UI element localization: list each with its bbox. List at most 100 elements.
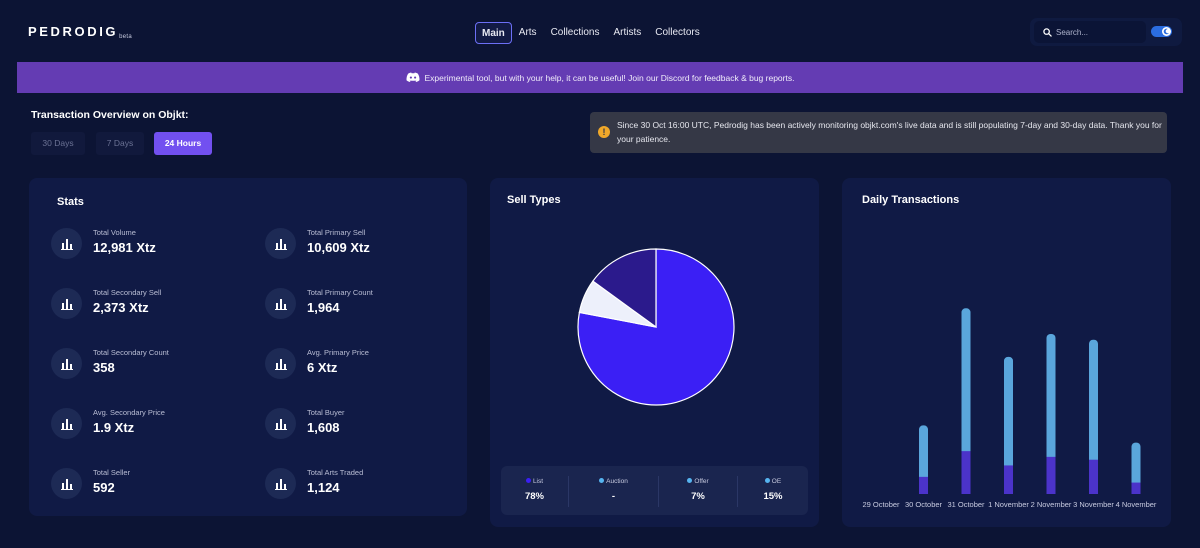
nav-arts[interactable]: Arts <box>518 27 537 38</box>
brand-beta-tag: beta <box>119 34 133 40</box>
nav-artists[interactable]: Artists <box>613 27 642 38</box>
stat-avg-secondary-price: Avg. Secondary Price 1.9 Xtz <box>51 404 251 444</box>
legend-label-auction: Auction <box>606 478 628 485</box>
search-icon <box>1038 21 1056 43</box>
banner-text: Experimental tool, but with your help, i… <box>424 72 795 83</box>
bar-chart-icon <box>51 288 82 319</box>
bar-chart-icon <box>51 468 82 499</box>
x-tick-label: 31 October <box>947 500 985 509</box>
bar-upper-1[interactable] <box>919 425 928 481</box>
bar-lower-5[interactable] <box>1089 459 1098 494</box>
bar-upper-6[interactable] <box>1131 442 1141 487</box>
moon-icon <box>1162 27 1171 36</box>
pie-slice-oe[interactable] <box>592 248 657 329</box>
oe-dot-icon <box>764 478 770 483</box>
bar-upper-5[interactable] <box>1089 339 1098 464</box>
stat-label: Total Primary Count <box>307 288 373 297</box>
sell-types-legend: List 78% Auction - Offer 7% OE 15% <box>501 466 808 515</box>
nav-main[interactable]: Main <box>475 22 512 44</box>
stat-value: 1,608 <box>307 420 340 435</box>
stat-value: 2,373 Xtz <box>93 300 149 315</box>
stat-total-secondary-sell: Total Secondary Sell 2,373 Xtz <box>51 284 251 324</box>
bar-chart-icon <box>51 348 82 379</box>
theme-toggle[interactable] <box>1151 26 1172 37</box>
bar-lower-3[interactable] <box>1004 465 1013 494</box>
search-container <box>1030 18 1182 46</box>
stat-label: Avg. Primary Price <box>307 348 369 357</box>
period-24-hours-button[interactable]: 24 Hours <box>154 132 212 155</box>
stat-label: Total Arts Traded <box>307 468 364 477</box>
x-tick-label: 29 October <box>862 500 900 509</box>
notice-text: Since 30 Oct 16:00 UTC, Pedrodig has bee… <box>617 120 1162 144</box>
discord-icon[interactable] <box>406 72 420 84</box>
brand-logo[interactable]: PEDRODIGbeta <box>28 24 132 40</box>
discord-banner: Experimental tool, but with your help, i… <box>17 62 1183 93</box>
stat-value: 10,609 Xtz <box>307 240 370 255</box>
auction-dot-icon <box>599 478 605 483</box>
legend-label-offer: Offer <box>694 478 709 485</box>
warning-icon: ! <box>598 126 610 138</box>
bar-chart-icon <box>265 228 296 259</box>
pie-slice-list[interactable] <box>577 248 735 406</box>
sell-types-pie-chart <box>577 248 735 406</box>
legend-value-offer: 7% <box>691 491 705 502</box>
x-tick-label: 4 November <box>1115 500 1157 509</box>
bar-chart-icon <box>51 408 82 439</box>
bar-lower-1[interactable] <box>919 476 928 494</box>
x-tick-label: 1 November <box>988 500 1029 509</box>
legend-item-oe: OE 15% <box>738 466 808 515</box>
stat-value: 592 <box>93 480 115 495</box>
bar-upper-2[interactable] <box>961 308 971 456</box>
main-nav: Main Arts Collections Artists Collectors <box>475 22 707 44</box>
legend-label-oe: OE <box>771 478 782 485</box>
stat-value: 1,964 <box>307 300 340 315</box>
offer-dot-icon <box>687 478 693 483</box>
bar-lower-2[interactable] <box>961 451 971 494</box>
search-field <box>1034 21 1146 43</box>
bar-chart-icon <box>265 348 296 379</box>
legend-item-auction: Auction - <box>569 466 658 515</box>
nav-collectors[interactable]: Collectors <box>655 27 700 38</box>
nav-collections[interactable]: Collections <box>550 27 600 38</box>
stat-label: Total Seller <box>93 468 131 477</box>
bar-chart-icon <box>265 468 296 499</box>
legend-value-oe: 15% <box>763 491 783 502</box>
stat-total-primary-count: Total Primary Count 1,964 <box>265 284 465 324</box>
sell-types-title: Sell Types <box>507 194 561 206</box>
bar-upper-3[interactable] <box>1004 356 1013 470</box>
stat-total-primary-sell: Total Primary Sell 10,609 Xtz <box>265 224 465 264</box>
stat-label: Total Primary Sell <box>307 228 366 237</box>
x-tick-label: 2 November <box>1030 500 1072 509</box>
overview-title: Transaction Overview on Objkt: <box>31 109 189 121</box>
period-7-days-button[interactable]: 7 Days <box>96 132 144 155</box>
legend-label-list: List <box>532 478 544 485</box>
legend-divider <box>568 476 569 507</box>
stat-total-seller: Total Seller 592 <box>51 464 251 504</box>
stats-title: Stats <box>57 196 84 208</box>
stat-label: Total Buyer <box>307 408 345 417</box>
legend-item-offer: Offer 7% <box>659 466 737 515</box>
stat-total-buyer: Total Buyer 1,608 <box>265 404 465 444</box>
stat-value: 6 Xtz <box>307 360 338 375</box>
stat-total-secondary-count: Total Secondary Count 358 <box>51 344 251 384</box>
stat-label: Total Volume <box>93 228 136 237</box>
stat-total-volume: Total Volume 12,981 Xtz <box>51 224 251 264</box>
bar-upper-4[interactable] <box>1046 334 1056 461</box>
legend-divider <box>737 476 738 507</box>
period-30-days-button[interactable]: 30 Days <box>31 132 85 155</box>
legend-value-list: 78% <box>524 491 544 502</box>
x-tick-label: 3 November <box>1073 500 1114 509</box>
legend-value-auction: - <box>611 491 616 502</box>
stat-value: 1,124 <box>307 480 340 495</box>
stat-value: 1.9 Xtz <box>93 420 135 435</box>
daily-transactions-title: Daily Transactions <box>862 194 960 206</box>
brand-name: PEDRODIG <box>28 24 119 39</box>
bar-lower-6[interactable] <box>1131 482 1141 494</box>
stat-value: 358 <box>93 360 115 375</box>
bar-chart-icon <box>51 228 82 259</box>
search-input[interactable] <box>1056 27 1136 37</box>
legend-divider <box>658 476 659 507</box>
legend-item-list: List 78% <box>501 466 568 515</box>
bar-chart-icon <box>265 408 296 439</box>
bar-lower-4[interactable] <box>1046 456 1056 494</box>
